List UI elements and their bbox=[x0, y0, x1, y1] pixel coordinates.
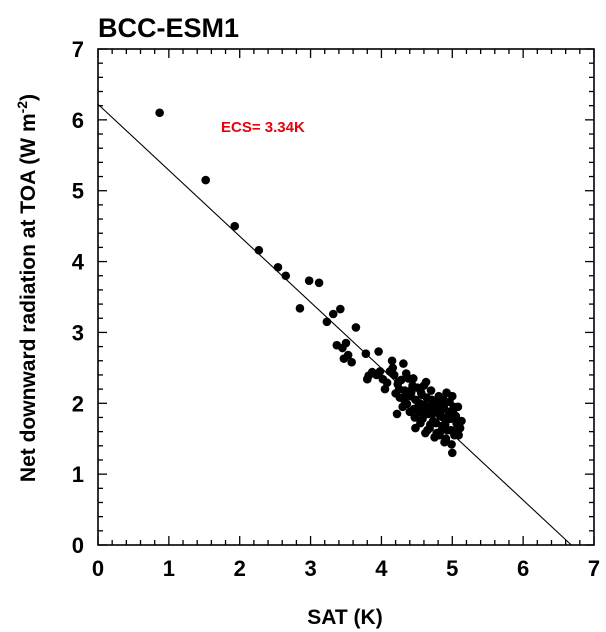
data-point bbox=[442, 388, 451, 397]
plot-border bbox=[97, 48, 595, 546]
data-point bbox=[375, 367, 385, 376]
data-point bbox=[314, 278, 324, 288]
data-point bbox=[388, 363, 398, 373]
regression-line-group bbox=[97, 103, 572, 546]
data-point bbox=[322, 317, 332, 327]
data-point bbox=[155, 108, 164, 118]
data-point bbox=[436, 406, 446, 415]
data-point bbox=[439, 395, 449, 405]
x-tick-label: 3 bbox=[304, 556, 316, 581]
x-tick-label: 5 bbox=[446, 556, 458, 581]
data-point bbox=[408, 381, 417, 390]
y-axis-label-main: Net downward radiation at TOA (W m bbox=[17, 113, 40, 482]
data-point bbox=[447, 440, 456, 449]
data-point bbox=[399, 359, 408, 368]
data-point bbox=[394, 377, 403, 387]
plot-area bbox=[97, 48, 595, 546]
data-point bbox=[401, 390, 410, 400]
data-point bbox=[328, 309, 338, 319]
data-point bbox=[429, 397, 439, 407]
data-point bbox=[418, 407, 427, 417]
y-tick-label: 0 bbox=[72, 533, 84, 558]
data-point bbox=[411, 423, 420, 433]
x-tick-label: 1 bbox=[163, 556, 175, 581]
data-point bbox=[387, 356, 397, 366]
y-axis-label-sup: -2 bbox=[14, 101, 30, 114]
data-point bbox=[421, 428, 430, 438]
data-point bbox=[304, 276, 314, 286]
data-point bbox=[361, 349, 371, 358]
data-point bbox=[457, 416, 466, 426]
y-axis-label-close: ) bbox=[17, 94, 40, 101]
data-point bbox=[347, 357, 356, 367]
y-axis-label: Net downward radiation at TOA (W m-2) bbox=[14, 94, 40, 482]
x-tick-label: 6 bbox=[517, 556, 529, 581]
data-point bbox=[449, 402, 459, 412]
data-point bbox=[426, 386, 436, 395]
y-tick-label: 4 bbox=[72, 250, 85, 275]
data-point bbox=[392, 409, 402, 419]
data-point bbox=[281, 271, 291, 281]
data-point bbox=[422, 393, 432, 402]
data-point bbox=[409, 374, 418, 383]
regression-line bbox=[97, 103, 572, 546]
data-point bbox=[394, 384, 404, 394]
data-point bbox=[339, 354, 349, 363]
data-point bbox=[426, 420, 435, 429]
ecs-annotation: ECS= 3.34K bbox=[221, 119, 305, 136]
data-point bbox=[419, 381, 429, 390]
data-point bbox=[374, 347, 383, 356]
y-tick-label: 5 bbox=[72, 179, 84, 204]
data-point bbox=[445, 414, 455, 424]
x-tick-label: 4 bbox=[375, 556, 388, 581]
data-point bbox=[230, 221, 240, 231]
data-point bbox=[336, 304, 345, 314]
data-point bbox=[351, 323, 361, 332]
y-tick-label: 3 bbox=[72, 320, 84, 345]
tick-labels: 0 1 2 3 4 5 6 7 0 1 2 3 4 5 6 7 bbox=[72, 37, 600, 581]
data-point bbox=[389, 370, 399, 380]
x-axis-label: SAT (K) bbox=[307, 606, 382, 629]
data-point bbox=[398, 402, 407, 412]
x-tick-label: 7 bbox=[588, 556, 600, 581]
y-tick-label: 7 bbox=[72, 37, 84, 62]
data-point bbox=[401, 369, 411, 378]
data-point bbox=[362, 374, 372, 384]
data-point bbox=[443, 425, 452, 435]
data-point bbox=[440, 437, 449, 447]
data-point bbox=[273, 262, 283, 272]
data-point bbox=[341, 338, 351, 348]
y-tick-label: 6 bbox=[72, 108, 84, 133]
data-point bbox=[405, 407, 415, 417]
data-point bbox=[454, 430, 463, 440]
data-point bbox=[438, 413, 448, 422]
y-tick-label: 1 bbox=[72, 462, 84, 487]
x-tick-label: 0 bbox=[92, 556, 104, 581]
x-tick-label: 2 bbox=[234, 556, 246, 581]
axis-ticks bbox=[97, 48, 595, 546]
data-point bbox=[415, 398, 424, 408]
data-point bbox=[295, 304, 305, 313]
data-point bbox=[435, 430, 444, 440]
data-point bbox=[410, 413, 420, 422]
chart-title: BCC-ESM1 bbox=[98, 13, 239, 43]
y-tick-label: 2 bbox=[72, 391, 84, 416]
data-point bbox=[380, 384, 390, 394]
data-points bbox=[155, 108, 466, 458]
data-point bbox=[201, 175, 211, 185]
data-point bbox=[447, 448, 457, 458]
data-point bbox=[254, 245, 264, 255]
